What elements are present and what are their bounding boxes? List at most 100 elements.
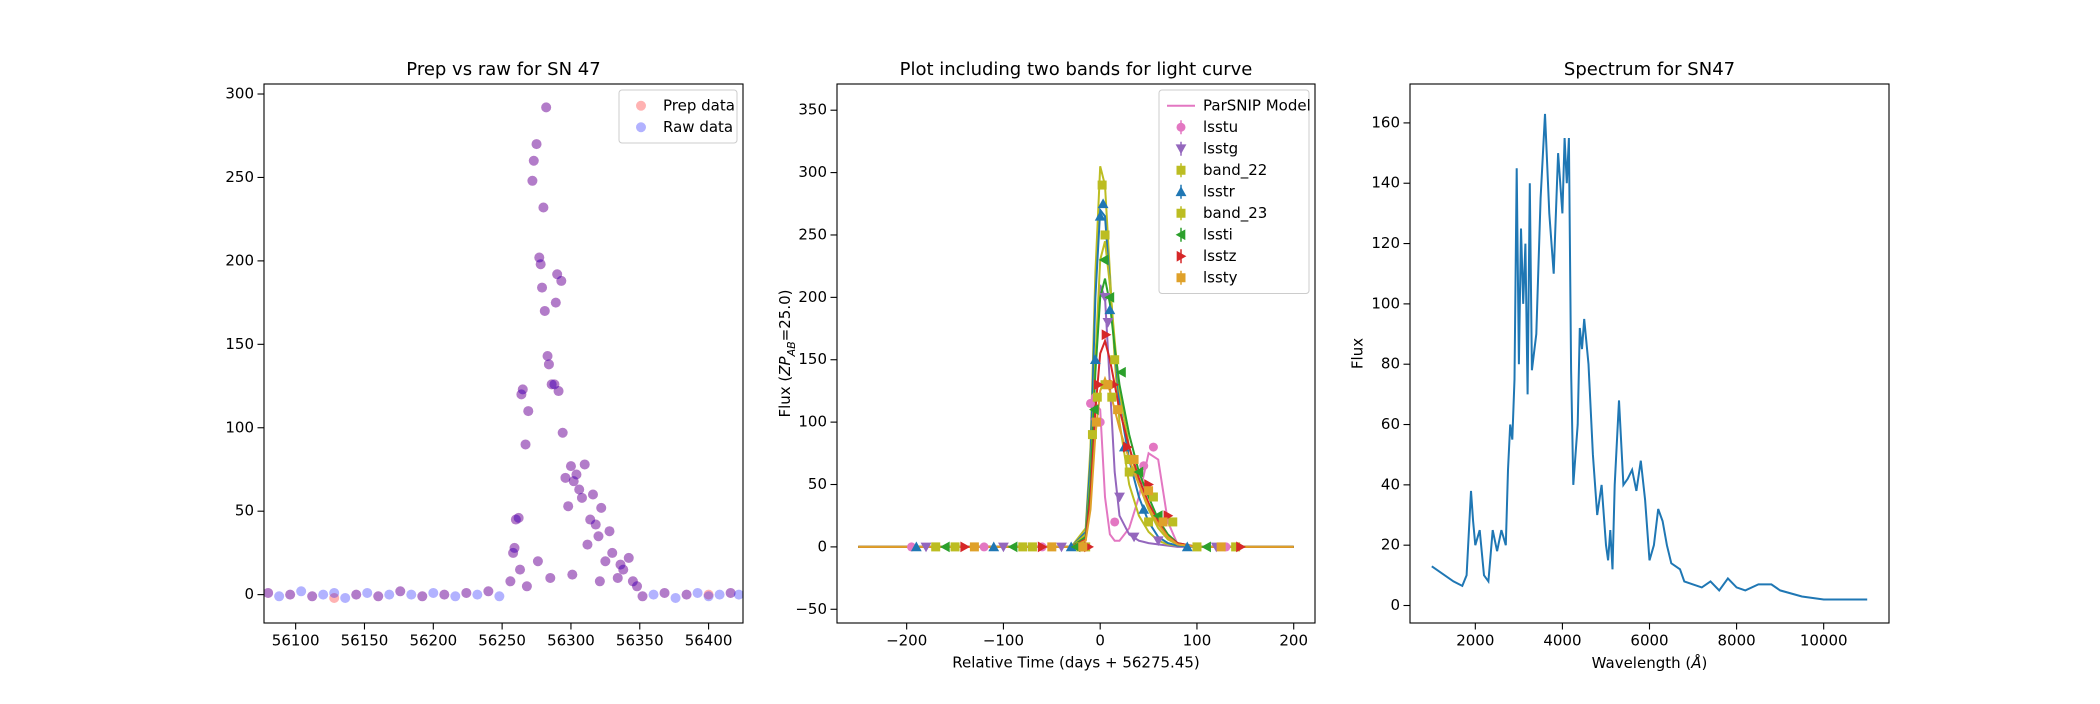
scatter-point [532,556,543,567]
scatter-point [528,155,539,166]
y-tick-label: 50 [235,502,254,520]
scatter-point [550,297,561,308]
scatter-point [557,427,568,438]
scatter-point [659,587,670,598]
marker [979,542,989,552]
legend-label: lssti [1203,225,1233,243]
label-part: AB [785,341,798,357]
scatter-point [545,572,556,583]
marker [1102,317,1114,328]
marker [1236,541,1246,553]
scatter-point [373,591,384,602]
scatter-point [505,576,516,587]
scatter-point [553,386,564,397]
scatter-point [600,556,611,567]
x-tick-label: 100 [1183,632,1212,650]
marker [1152,536,1164,547]
scatter-point [515,564,526,575]
scatter-point [517,384,528,395]
scatter-point [274,591,285,602]
y-tick-label: 200 [798,288,827,306]
marker [931,542,941,552]
chart-title: Plot including two bands for light curve [900,59,1253,80]
y-tick-label: 250 [798,225,827,243]
scatter-point [563,501,574,512]
scatter-point [543,359,554,370]
scatter-point [541,102,552,113]
marker [1148,442,1158,452]
scatter-point [546,379,557,390]
marker [1098,254,1109,266]
marker [1027,542,1037,552]
scatter-point [517,384,528,395]
y-tick-label: 100 [1371,294,1400,312]
label-part: =25.0) [776,289,794,341]
marker [1007,541,1018,553]
scatter-point [538,202,549,213]
scatter-point [590,519,601,530]
scatter-point [505,576,516,587]
marker [1047,542,1057,552]
marker [1103,380,1113,390]
x-tick-label: 2000 [1456,632,1494,650]
scatter-point [340,592,351,603]
scatter-point [520,439,531,450]
spectrum-line [1431,113,1868,601]
y-tick-label: 100 [798,413,827,431]
marker [1099,293,1111,303]
marker [920,542,932,553]
scatter-point [576,492,587,503]
scatter-point [417,591,428,602]
scatter-point [537,282,548,293]
marker [1168,517,1178,527]
scatter-point [618,564,629,575]
legend: Prep data Raw data [618,89,738,144]
marker [1128,532,1140,543]
scatter-point [537,282,548,293]
scatter-point [725,587,736,598]
x-tick-label: −100 [983,632,1024,650]
scatter-point [615,559,626,570]
scatter-point [681,589,692,600]
scatter-point [483,586,494,597]
marker [1097,180,1107,190]
scatter-point [520,439,531,450]
legend-box [1158,89,1310,294]
scatter-point [318,589,329,600]
scatter-point [553,386,564,397]
marker [1093,379,1104,391]
legend-label: Raw data [663,118,733,136]
scatter-point [563,501,574,512]
scatter-point [521,581,532,592]
scatter-point [513,512,524,523]
x-tick-label: −200 [886,632,927,650]
scatter-point [703,591,714,602]
scatter-point [604,526,615,537]
scatter-point [545,572,556,583]
scatter-point [417,591,428,602]
scatter-point [384,589,395,600]
scatter-point [568,476,579,487]
y-tick-label: 250 [225,168,254,186]
marker [1148,492,1158,502]
marker [1201,541,1211,553]
plot-area [264,102,743,603]
scatter-point [627,576,638,587]
scatter-point [542,351,553,362]
y-tick-label: 100 [225,418,254,436]
axes-frame [836,83,1316,624]
marker [1110,355,1120,365]
scatter-point [307,591,318,602]
scatter-point [582,539,593,550]
scatter-point [560,472,571,483]
marker [1089,354,1101,365]
y-tick-label: 150 [798,350,827,368]
scatter-point [513,512,524,523]
x-tick-label: 8000 [1717,632,1755,650]
y-tick-label: 20 [1381,536,1400,554]
scatter-point [557,427,568,438]
legend-label: lsstz [1203,247,1237,265]
axes-background [1410,84,1889,623]
marker [1088,404,1099,416]
scatter-point [373,591,384,602]
